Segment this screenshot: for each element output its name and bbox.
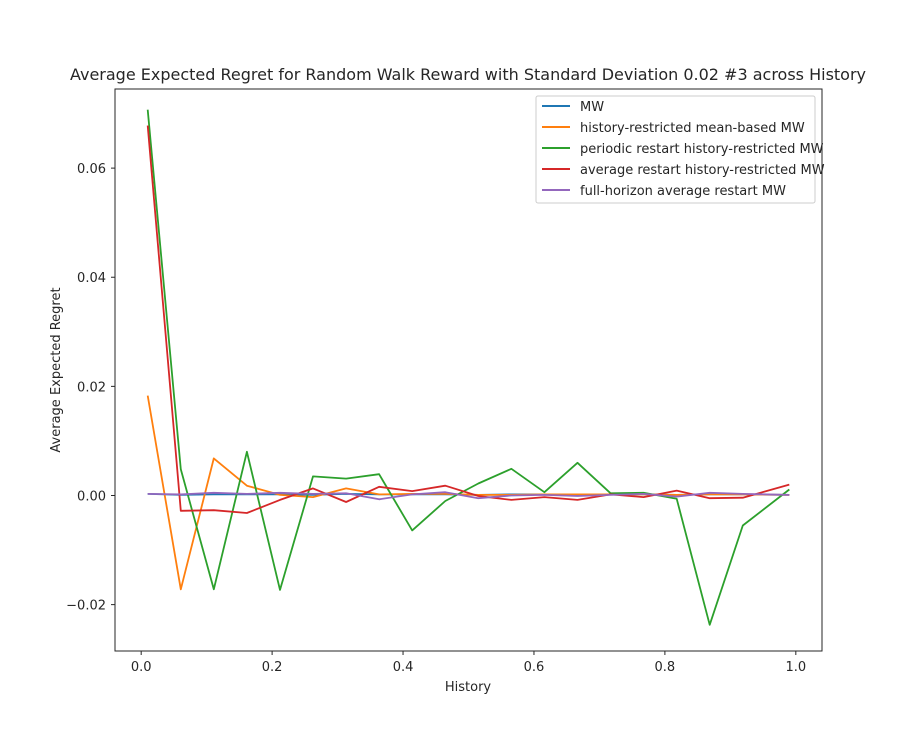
y-tick-label: 0.04 bbox=[77, 271, 106, 286]
x-tick-label: 0.0 bbox=[131, 660, 152, 675]
y-tick-label: 0.06 bbox=[77, 162, 106, 177]
y-tick-label: −0.02 bbox=[66, 599, 106, 614]
x-tick-label: 0.8 bbox=[655, 660, 676, 675]
chart-title: Average Expected Regret for Random Walk … bbox=[70, 65, 866, 84]
series-lines bbox=[146, 109, 790, 626]
x-tick-label: 0.6 bbox=[524, 660, 545, 675]
legend-label: history-restricted mean-based MW bbox=[580, 121, 805, 136]
x-tick-label: 0.4 bbox=[393, 660, 414, 675]
y-axis-ticks: −0.02 0.00 0.02 0.04 0.06 bbox=[66, 162, 115, 614]
x-tick-label: 0.2 bbox=[262, 660, 283, 675]
series-line-4 bbox=[146, 125, 790, 514]
y-tick-label: 0.00 bbox=[77, 489, 106, 504]
x-tick-label: 1.0 bbox=[785, 660, 806, 675]
series-line-5 bbox=[147, 491, 790, 501]
legend: MW history-restricted mean-based MW period… bbox=[535, 95, 825, 204]
legend-label: full-horizon average restart MW bbox=[580, 184, 786, 199]
y-axis-label: Average Expected Regret bbox=[49, 287, 64, 452]
legend-label: periodic restart history-restricted MW bbox=[580, 142, 824, 157]
legend-label: MW bbox=[580, 100, 604, 115]
x-axis-ticks: 0.0 0.2 0.4 0.6 0.8 1.0 bbox=[131, 651, 806, 675]
series-line-3 bbox=[146, 109, 790, 626]
x-axis-label: History bbox=[445, 680, 492, 695]
legend-label: average restart history-restricted MW bbox=[580, 163, 825, 178]
legend-box bbox=[535, 95, 816, 204]
y-tick-label: 0.02 bbox=[77, 380, 106, 395]
